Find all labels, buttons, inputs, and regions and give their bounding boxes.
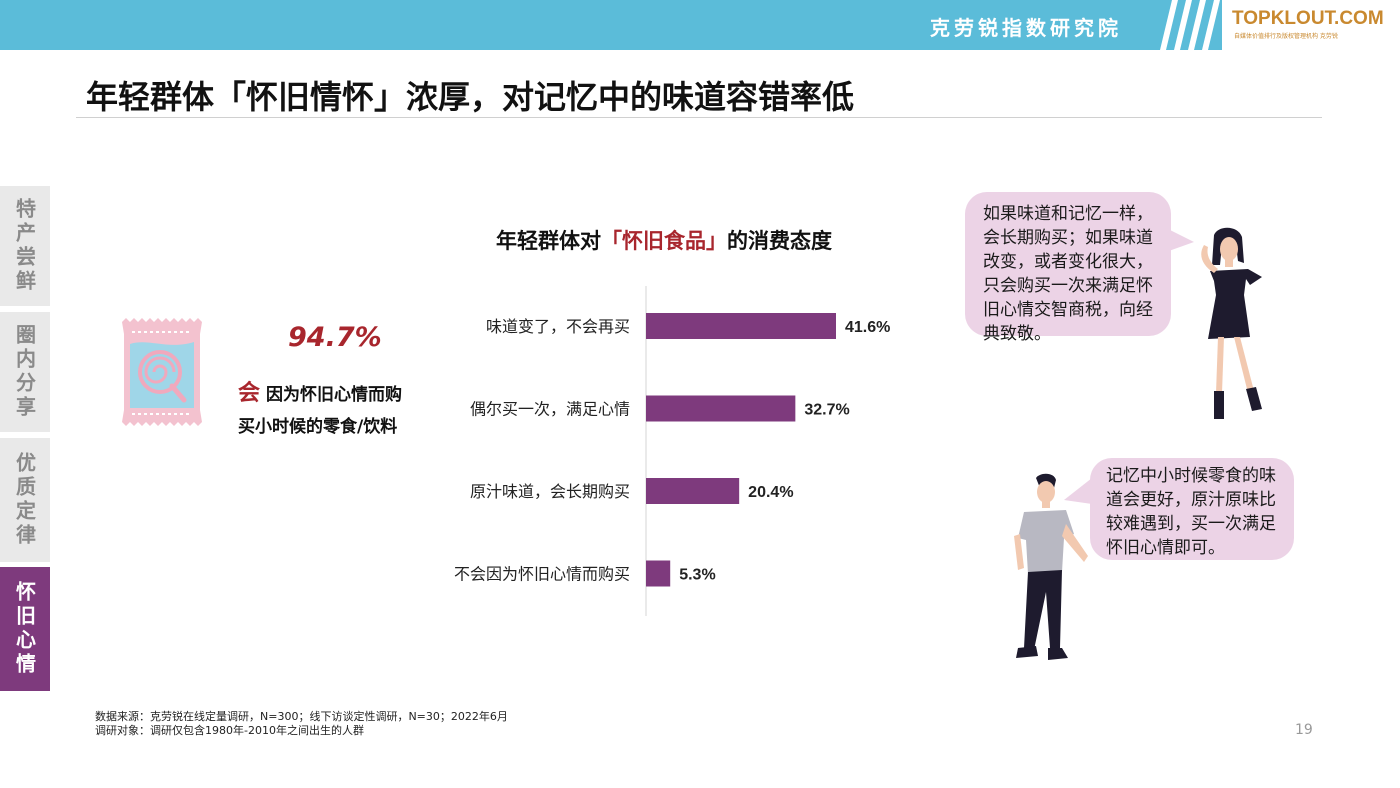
tab-quality-law[interactable]: 优质定律 (0, 438, 50, 562)
bar-chart: 味道变了，不会再买 41.6% 偶尔买一次，满足心情 32.7% 原汁味道，会长期购买 2… (454, 286, 890, 616)
tab-circle-sharing[interactable]: 圈内分享 (0, 312, 50, 432)
quote-bubble-1: 如果味道和记忆一样，会长期购买；如果味道改变，或者变化很大，只会购买一次来满足怀… (965, 192, 1171, 344)
tab-label: 特产尝鲜 (12, 198, 37, 294)
chart-title-suffix: 的消费态度 (727, 229, 832, 253)
quote-text: 记忆中小时候零食的味道会更好，原汁原味比较难遇到，买一次满足怀旧心情即可。 (1106, 466, 1276, 558)
chart-title-highlight: 「怀旧食品」 (601, 229, 727, 253)
chart-title-prefix: 年轻群体对 (496, 229, 601, 253)
bar (646, 395, 796, 422)
category-label: 偶尔买一次，满足心情 (470, 400, 630, 419)
bubble-tail (1166, 228, 1194, 252)
logo-text: TOPKLOUT.COM (1232, 8, 1384, 29)
quote-bubble-2: 记忆中小时候零食的味道会更好，原汁原味比较难遇到，买一次满足怀旧心情即可。 (1090, 458, 1294, 560)
data-source-note: 数据来源：克劳锐在线定量调研，N=300；线下访谈定性调研，N=30；2022年… (95, 710, 508, 723)
candy-bag-icon (122, 318, 202, 426)
category-label: 不会因为怀旧心情而购买 (454, 565, 630, 584)
quote-text: 如果味道和记忆一样，会长期购买；如果味道改变，或者变化很大，只会购买一次来满足怀… (983, 204, 1153, 344)
top-banner: 克劳锐指数研究院 TOPKLOUT.COM 自媒体价值排行及版权管理机构 克劳锐 (0, 0, 1400, 50)
page-title: 年轻群体「怀旧情怀」浓厚，对记忆中的味道容错率低 (86, 78, 855, 116)
stat-description-line2: 买小时候的零食/饮料 (238, 417, 398, 437)
survey-subjects-note: 调研对象：调研仅包含1980年-2010年之间出生的人群 (95, 724, 364, 737)
banner-stripes (1160, 0, 1220, 50)
chart-title: 年轻群体对「怀旧食品」的消费态度 (496, 225, 832, 255)
stat-value: 94.7% (288, 322, 382, 353)
tab-label: 圈内分享 (12, 324, 37, 420)
bubble-tail (1064, 478, 1092, 504)
stat-description-line1: 会因为怀旧心情而购 (238, 375, 402, 407)
page-number: 19 (1295, 722, 1313, 738)
bar (646, 560, 671, 587)
bar (646, 478, 740, 504)
woman-figure (1201, 227, 1262, 419)
stat-emphasis: 会 (238, 381, 261, 406)
title-divider (76, 117, 1322, 118)
logo[interactable]: TOPKLOUT.COM 自媒体价值排行及版权管理机构 克劳锐 (1222, 0, 1400, 50)
category-label: 原汁味道，会长期购买 (470, 482, 630, 501)
category-label: 味道变了，不会再买 (486, 317, 630, 336)
value-label: 20.4% (748, 484, 793, 501)
man-figure (1014, 473, 1088, 660)
org-name: 克劳锐指数研究院 (930, 16, 1122, 40)
logo-subtext: 自媒体价值排行及版权管理机构 克劳锐 (1234, 33, 1338, 40)
stat-text: 因为怀旧心情而购 (266, 385, 403, 405)
tab-nostalgia[interactable]: 怀旧心情 (0, 567, 50, 691)
value-label: 32.7% (804, 402, 849, 419)
value-label: 5.3% (679, 567, 715, 584)
tab-specialty-tasting[interactable]: 特产尝鲜 (0, 186, 50, 306)
value-label: 41.6% (845, 319, 890, 336)
tab-label: 怀旧心情 (12, 581, 37, 677)
bar (646, 313, 836, 339)
tab-label: 优质定律 (12, 452, 37, 548)
